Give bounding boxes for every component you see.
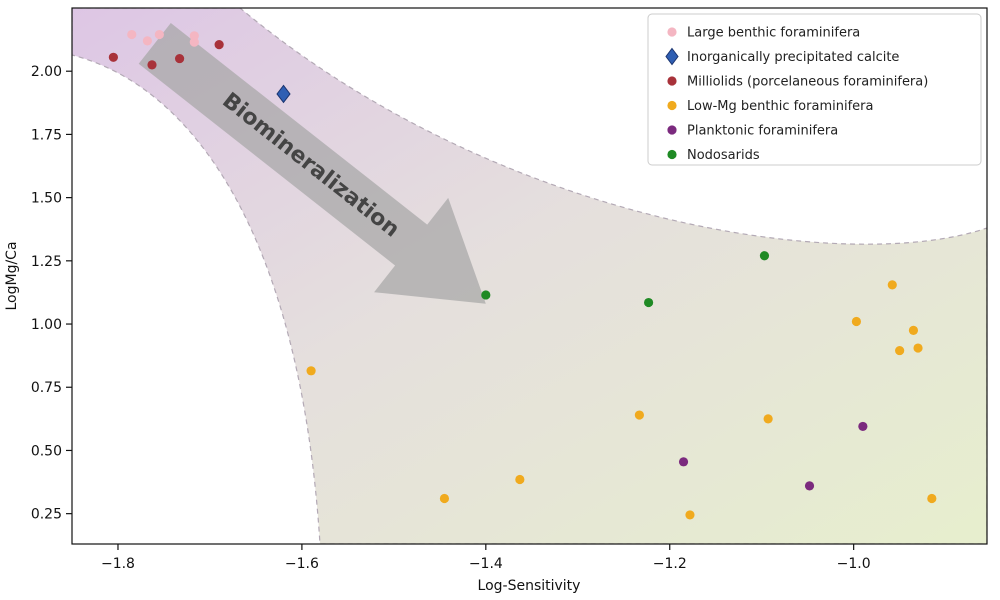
data-point xyxy=(481,290,491,300)
legend-label: Planktonic foraminifera xyxy=(687,124,838,139)
data-point xyxy=(108,52,118,62)
series-low-mg-benthic-foraminifera xyxy=(306,280,937,520)
legend-entry: Milliolids (porcelaneous foraminifera) xyxy=(667,75,928,90)
x-tick-label: −1.8 xyxy=(101,556,135,572)
legend-marker xyxy=(667,100,677,111)
ticks-layer: −1.8 −1.6 −1.4 −1.2 −1.0 0.25 0.50 0.75 1.00 1.25… xyxy=(31,64,871,572)
data-point xyxy=(439,493,450,504)
data-point xyxy=(678,457,689,467)
legend-entry: Nodosarids xyxy=(667,148,760,163)
data-point xyxy=(908,325,919,335)
legend-entry: Inorganically precipitated calcite xyxy=(665,47,899,66)
arrow-shape xyxy=(138,23,486,304)
data-point xyxy=(515,474,525,485)
data-point xyxy=(763,414,773,424)
series-planktonic-foraminifera xyxy=(678,421,868,491)
data-point xyxy=(804,481,815,491)
y-tick-label: 1.75 xyxy=(31,127,62,143)
data-point xyxy=(851,316,862,327)
data-point xyxy=(142,36,153,46)
data-point xyxy=(887,280,897,290)
y-tick-label: 2.00 xyxy=(31,64,62,80)
legend-marker xyxy=(667,125,677,135)
y-tick-label: 1.25 xyxy=(31,254,62,270)
legend-label: Large benthic foraminifera xyxy=(687,26,860,41)
legend-label: Low-Mg benthic foraminifera xyxy=(687,99,873,114)
data-point xyxy=(895,345,905,356)
data-point xyxy=(174,53,185,64)
data-point xyxy=(276,84,291,104)
data-point xyxy=(127,29,137,40)
data-point xyxy=(189,31,199,41)
series-large-benthic-foraminifera xyxy=(127,29,199,47)
legend-label: Inorganically precipitated calcite xyxy=(687,50,899,65)
data-point xyxy=(214,40,224,50)
data-point xyxy=(189,37,199,47)
x-tick-label: −1.6 xyxy=(285,556,319,572)
x-tick-label: −1.2 xyxy=(653,556,687,572)
legend-entry: Large benthic foraminifera xyxy=(667,26,860,41)
data-point xyxy=(685,510,695,520)
legend-entry: Low-Mg benthic foraminifera xyxy=(667,99,873,114)
data-point xyxy=(147,60,157,70)
x-tick-label: −1.0 xyxy=(837,556,871,572)
legend: Large benthic foraminifera Inorganically … xyxy=(647,13,982,166)
data-point xyxy=(913,343,923,353)
x-tick-label: −1.4 xyxy=(469,556,503,572)
data-point xyxy=(927,493,937,504)
legend-marker xyxy=(667,76,677,86)
y-axis-title: LogMg/Ca xyxy=(4,241,20,310)
y-tick-label: 0.75 xyxy=(31,380,62,396)
data-point xyxy=(858,421,868,432)
legend-items: Large benthic foraminifera Inorganically … xyxy=(665,26,928,163)
legend-label: Nodosarids xyxy=(687,148,760,163)
y-tick-label: 1.00 xyxy=(31,317,62,333)
legend-marker xyxy=(667,149,677,160)
legend-label: Milliolids (porcelaneous foraminifera) xyxy=(687,75,928,90)
data-point xyxy=(306,366,316,376)
legend-marker xyxy=(667,27,677,37)
y-tick-label: 0.25 xyxy=(31,507,62,523)
series-milliolids-porcelaneous-foraminifera xyxy=(108,40,224,70)
y-tick-label: 0.50 xyxy=(31,443,62,459)
legend-marker xyxy=(665,47,679,66)
legend-entry: Planktonic foraminifera xyxy=(667,124,838,139)
data-point xyxy=(759,251,770,261)
series-inorganically-precipitated-calcite xyxy=(276,84,291,104)
legend-box xyxy=(647,13,982,166)
data-point xyxy=(634,410,644,420)
plot-frame xyxy=(71,7,988,545)
x-axis-title: Log-Sensitivity xyxy=(478,578,581,594)
data-point xyxy=(643,297,654,308)
series-nodosarids xyxy=(481,251,770,308)
data-point xyxy=(154,29,164,40)
y-tick-label: 1.50 xyxy=(31,191,62,207)
points-layer xyxy=(108,29,937,520)
